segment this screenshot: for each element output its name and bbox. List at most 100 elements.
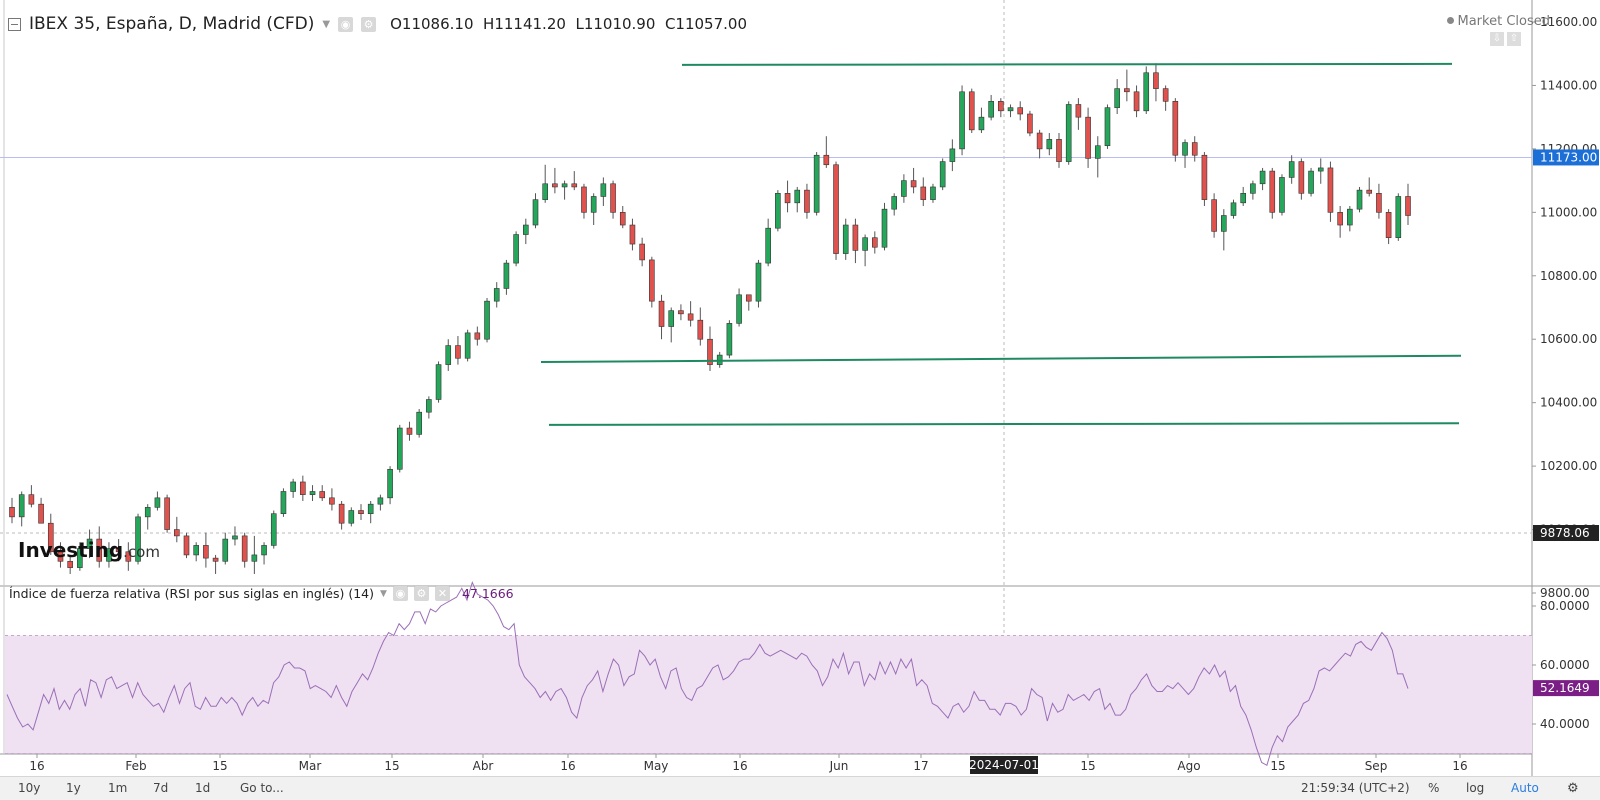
rsi-tick-label: 80.0000	[1540, 599, 1590, 613]
candle-body	[358, 510, 364, 514]
trendline-2	[540, 354, 1462, 364]
low-value: 11010.90	[583, 15, 656, 33]
price-tick-label: 10800.00	[1540, 269, 1597, 283]
candle-body	[1221, 215, 1227, 232]
chevron-down-icon[interactable]: ▼	[380, 588, 387, 599]
eye-icon[interactable]: ◉	[338, 16, 354, 32]
candle-body	[619, 212, 626, 226]
candle-body	[387, 468, 393, 499]
candle-body	[28, 494, 35, 505]
candle-body	[745, 294, 752, 302]
auto-toggle[interactable]: Auto	[1511, 781, 1539, 795]
candle-body	[96, 538, 103, 562]
candle-body	[280, 491, 287, 514]
arrow-up-icon[interactable]: ⇧	[1507, 32, 1521, 46]
goto-button[interactable]: Go to...	[240, 781, 284, 795]
range-1y-button[interactable]: 1y	[66, 781, 81, 795]
candle-body	[1269, 170, 1276, 213]
low-label: L	[575, 15, 584, 33]
candle-body	[1385, 212, 1392, 239]
rsi-last-value-tag: 52.1649	[1540, 681, 1590, 695]
candle-body	[823, 154, 830, 166]
arrow-down-icon[interactable]: ⇩	[1490, 32, 1504, 46]
price-tick-label: 9800.00	[1540, 586, 1590, 600]
range-10y-button[interactable]: 10y	[18, 781, 41, 795]
high-label: H	[483, 15, 495, 33]
gear-icon[interactable]: ⚙	[413, 586, 429, 601]
candle-body	[1017, 107, 1024, 115]
candle-body	[736, 294, 742, 324]
candle-body	[1298, 161, 1305, 194]
candle-body	[978, 116, 985, 131]
rsi-title[interactable]: Índice de fuerza relativa (RSI por sus s…	[9, 586, 375, 601]
candle-body	[1114, 88, 1120, 108]
candle-body	[813, 154, 820, 213]
candle-body	[232, 535, 238, 540]
eye-icon[interactable]: ◉	[392, 586, 408, 601]
candle-body	[329, 497, 335, 505]
candle-body	[1347, 208, 1353, 226]
candle-body	[1327, 167, 1334, 213]
candle-body	[144, 507, 151, 518]
candle-body	[532, 199, 539, 226]
candle-body	[755, 262, 762, 302]
candle-body	[300, 481, 306, 495]
log-toggle[interactable]: log	[1466, 781, 1485, 795]
candle-body	[1133, 91, 1140, 112]
time-tick-label: 17	[913, 759, 928, 773]
candle-body	[47, 522, 54, 553]
time-tick-label: Abr	[473, 759, 494, 773]
candle-body	[164, 497, 170, 530]
close-label: C	[664, 15, 676, 33]
candle-body	[1230, 202, 1237, 216]
candle-body	[319, 491, 326, 499]
candle-body	[18, 494, 25, 518]
candle-body	[1191, 142, 1198, 156]
rsi-line	[6, 580, 1409, 767]
bottom-toolbar: 10y 1y 1m 7d 1d Go to... 21:59:34 (UTC+2…	[0, 776, 1600, 800]
candle-body	[910, 180, 917, 188]
candle-body	[842, 224, 849, 254]
collapse-icon[interactable]	[8, 17, 21, 31]
close-icon[interactable]: ✕	[434, 586, 450, 601]
candle-body	[600, 183, 607, 197]
time-tick-label: 16	[1452, 759, 1467, 773]
price-tick-label: 10200.00	[1540, 459, 1597, 473]
candle-body	[493, 288, 500, 302]
candle-body	[1259, 170, 1266, 185]
percent-toggle[interactable]: %	[1428, 781, 1440, 795]
candle-body	[212, 557, 219, 562]
candle-body	[998, 101, 1004, 112]
settings-gear-icon[interactable]: ⚙	[1567, 781, 1579, 796]
candle-body	[901, 180, 907, 197]
candle-body	[784, 193, 791, 204]
candle-body	[649, 259, 655, 302]
gear-icon[interactable]: ⚙	[361, 16, 377, 32]
status-dot-icon	[1446, 17, 1454, 24]
candle-body	[290, 481, 296, 492]
price-tick-label: 11600.00	[1540, 15, 1597, 29]
candle-body	[1366, 189, 1373, 194]
candle-body	[474, 332, 481, 340]
candle-body	[1288, 161, 1295, 178]
candle-body	[862, 237, 868, 251]
candle-body	[241, 535, 248, 562]
candle-body	[1240, 193, 1246, 204]
chevron-down-icon[interactable]: ▼	[322, 18, 331, 30]
candle-body	[106, 548, 112, 562]
candle-body	[1356, 189, 1363, 210]
range-7d-button[interactable]: 7d	[153, 781, 169, 795]
candle-body	[1337, 212, 1343, 226]
high-value: 11141.20	[494, 15, 566, 33]
candle-body	[1046, 139, 1053, 150]
range-1m-button[interactable]: 1m	[108, 781, 128, 795]
symbol-title[interactable]: IBEX 35, España, D, Madrid (CFD)	[29, 14, 315, 34]
candle-body	[338, 503, 345, 524]
range-1d-button[interactable]: 1d	[195, 781, 211, 795]
candle-body	[775, 193, 781, 229]
candle-body	[726, 323, 733, 356]
candle-body	[794, 189, 801, 204]
candle-body	[1279, 177, 1285, 213]
